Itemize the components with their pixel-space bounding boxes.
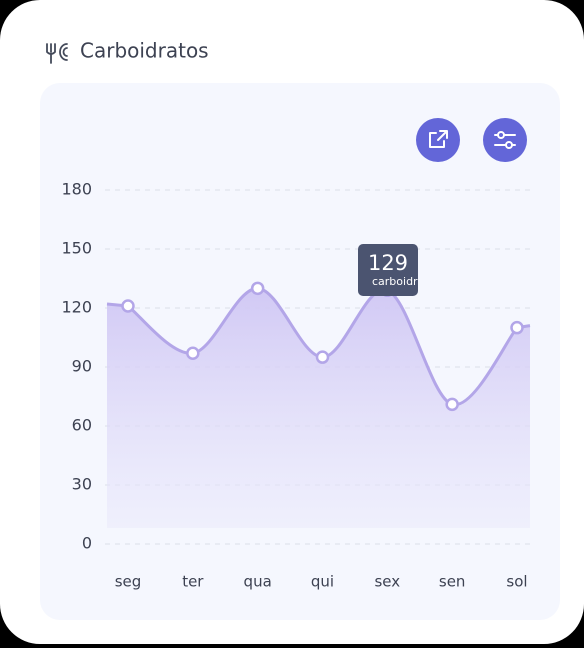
y-tick-label: 150 (61, 239, 92, 258)
tooltip-value: 129 (368, 251, 408, 275)
y-tick-label: 120 (61, 298, 92, 317)
point (186, 346, 200, 360)
point (315, 350, 330, 364)
x-tick-label: sen (439, 573, 466, 591)
point (250, 281, 265, 296)
y-tick-label: 90 (72, 357, 92, 376)
point (445, 397, 459, 412)
area (107, 288, 530, 528)
tooltip-bg (358, 244, 418, 296)
x-tick-label: seg (115, 573, 142, 591)
tooltip-series: carboidratos (372, 275, 441, 288)
x-tick-label: qua (244, 573, 272, 591)
food-icon (46, 43, 68, 64)
x-tick-label: qui (311, 573, 334, 591)
point (510, 320, 524, 335)
filter-button-bg[interactable] (483, 118, 527, 162)
card-title: Carboidratos (80, 39, 209, 63)
filter-icon (494, 131, 516, 149)
y-tick-label: 180 (61, 180, 92, 199)
x-tick-label: sol (506, 573, 527, 591)
x-tick-label: sex (374, 573, 400, 591)
open-button[interactable] (416, 118, 460, 162)
y-tick-label: 60 (72, 416, 92, 435)
y-tick-label: 0 (82, 534, 92, 553)
open-icon (429, 130, 448, 148)
filter-button[interactable] (483, 118, 527, 162)
y-tick-label: 30 (72, 475, 92, 494)
x-tick-label: ter (182, 573, 204, 591)
point (121, 299, 135, 313)
plot: 0 30 60 90 120 150 180 seg ter qua qui sex sen sol 129… (61, 180, 535, 591)
